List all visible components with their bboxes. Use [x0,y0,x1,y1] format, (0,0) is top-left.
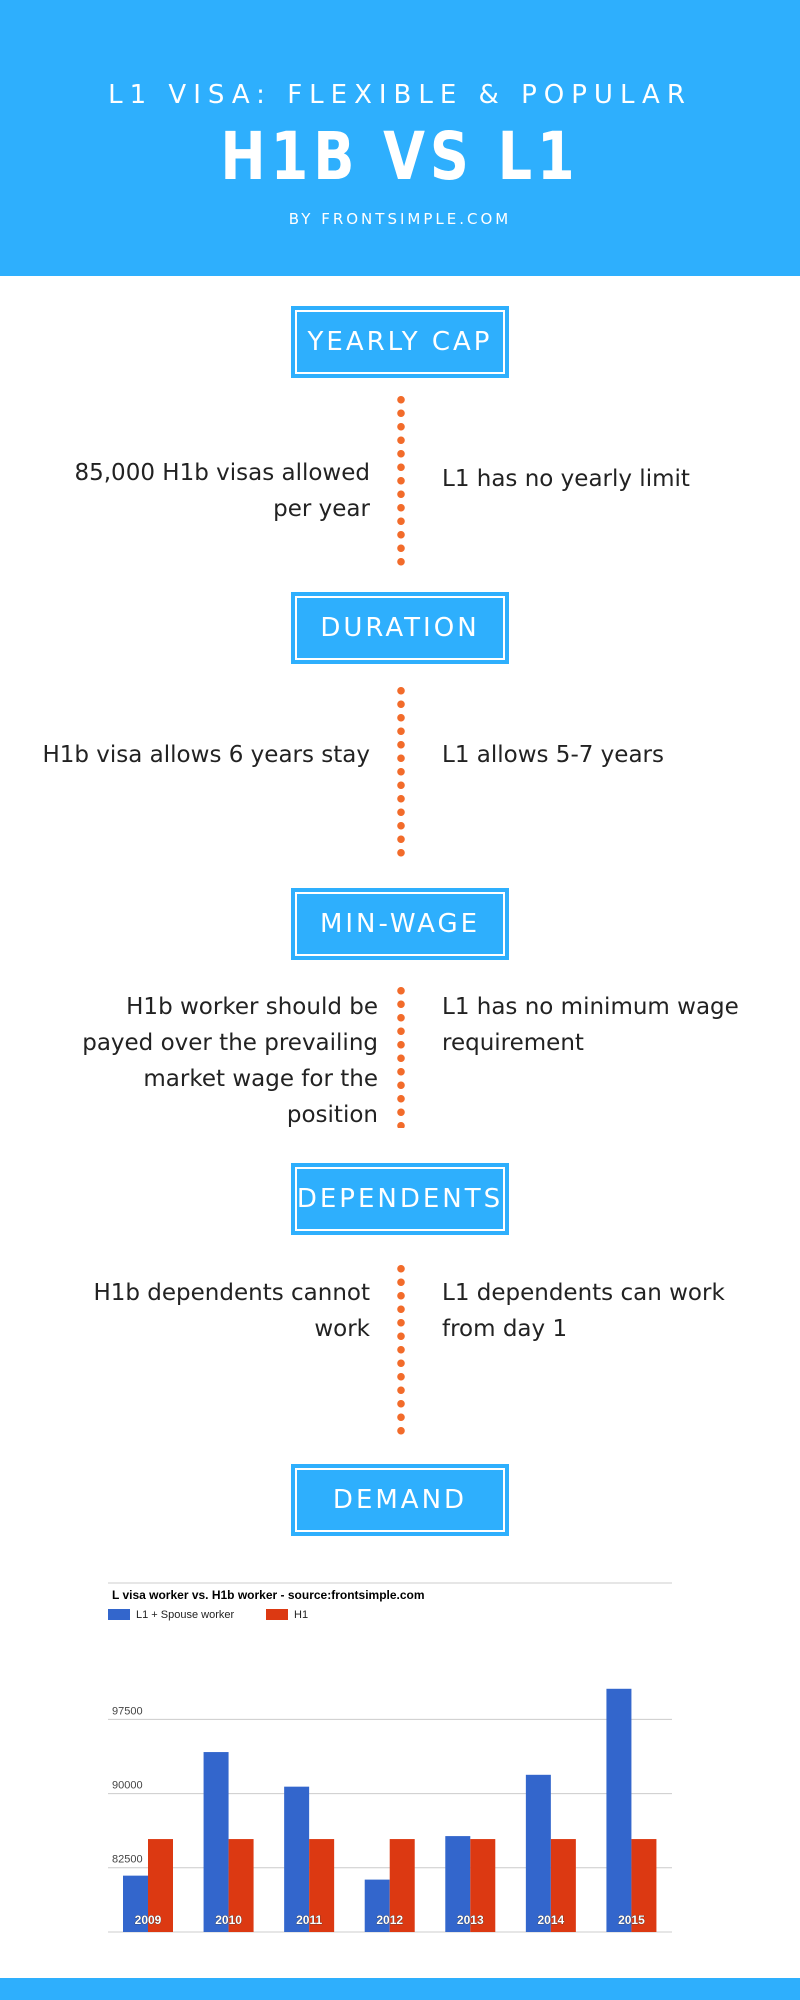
bar-h1 [470,1839,496,1932]
hero-title: H1B VS L1 [220,118,580,195]
chart-title: L visa worker vs. H1b worker - source:fr… [112,1588,425,1602]
section-heading-duration: DURATION [291,592,509,664]
legend-label-l1: L1 + Spouse worker [136,1609,234,1621]
dotted-divider [397,984,405,1128]
bar-l1 [123,1875,148,1932]
bar-h1 [631,1839,657,1932]
legend-swatch-l1 [108,1609,130,1620]
h1b-fact: H1b worker should be payed over the prev… [82,994,378,1128]
section-heading-label: YEARLY CAP [295,310,505,374]
section-heading-yearly-cap: YEARLY CAP [291,306,509,378]
h1b-fact: H1b visa allows 6 years stay [42,742,370,768]
y-tick-label: 97500 [112,1705,143,1717]
l1-fact: L1 has no minimum wage requirement [442,994,739,1056]
l1-fact: L1 allows 5-7 years [442,742,664,768]
bar-l1 [525,1774,551,1932]
dotted-divider [397,1262,405,1438]
section-heading-label: DEPENDENTS [295,1167,505,1231]
x-tick-label: 2010 [215,1913,242,1927]
x-tick-label: 2009 [135,1913,162,1927]
bar-l1 [445,1836,471,1932]
h1b-fact: 85,000 H1b visas allowed per year [74,460,370,522]
h1b-fact: H1b dependents cannot work [93,1280,370,1342]
dotted-divider [397,393,405,569]
hero-byline: BY FRONTSIMPLE.COM [288,210,512,228]
legend-label-h1: H1 [294,1609,308,1621]
plot-area: 82500 90000 97500 2009 2010 2011 2012 2013 2014 2… [108,1688,672,1933]
legend-swatch-h1 [266,1609,288,1620]
bar-h1 [550,1839,576,1932]
x-tick-label: 2015 [618,1913,645,1927]
section-heading-dependents: DEPENDENTS [291,1163,509,1235]
section-heading-label: MIN-WAGE [295,892,505,956]
x-tick-label: 2011 [296,1913,322,1927]
dotted-divider [397,684,405,860]
x-tick-label: 2012 [376,1913,403,1927]
x-tick-label: 2014 [538,1913,565,1927]
footer-bar [0,1978,800,2000]
l1-fact: L1 has no yearly limit [442,466,690,492]
section-heading-label: DEMAND [295,1468,505,1532]
y-tick-label: 90000 [112,1780,143,1792]
y-tick-label: 82500 [112,1854,143,1866]
bar-h1 [309,1839,335,1932]
bar-l1 [203,1752,229,1932]
section-heading-label: DURATION [295,596,505,660]
bar-l1 [364,1879,390,1932]
x-tick-label: 2013 [457,1913,484,1927]
bar-h1 [228,1839,254,1932]
bar-h1 [148,1839,173,1932]
bar-l1 [606,1688,632,1932]
l1-fact: L1 dependents can work from day 1 [442,1280,725,1342]
hero-banner: L1 VISA: FLEXIBLE & POPULAR H1B VS L1 BY… [0,0,800,276]
bar-l1 [284,1786,310,1932]
section-heading-demand: DEMAND [291,1464,509,1536]
section-heading-min-wage: MIN-WAGE [291,888,509,960]
hero-kicker: L1 VISA: FLEXIBLE & POPULAR [108,80,692,110]
demand-bar-chart: L visa worker vs. H1b worker - source:fr… [108,1582,672,1933]
bar-h1 [389,1839,415,1932]
